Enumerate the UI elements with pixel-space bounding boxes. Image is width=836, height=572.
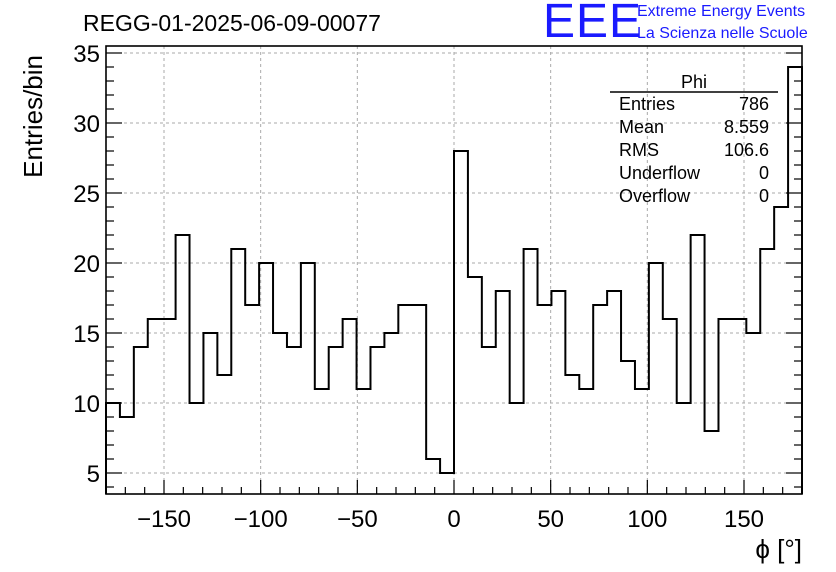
histogram-outline: [105, 66, 803, 494]
logo-line-1: Extreme Energy Events: [637, 3, 806, 20]
x-tick-label: −50: [337, 506, 378, 533]
x-tick-label: 150: [724, 506, 764, 533]
stats-box: Phi Entries 786 Mean 8.559 RMS 106.6 Underflow 0…: [610, 72, 778, 206]
axis-ticks: [105, 52, 803, 494]
stats-value: 786: [739, 94, 769, 114]
stats-label: RMS: [619, 140, 659, 160]
stats-label: Entries: [619, 94, 675, 114]
stats-label: Underflow: [619, 163, 701, 183]
y-tick-label: 30: [73, 111, 100, 138]
stats-value: 106.6: [724, 140, 769, 160]
stats-value: 0: [759, 163, 769, 183]
y-tick-label: 35: [73, 41, 100, 68]
y-tick-label: 15: [73, 321, 100, 348]
logo-line-2: La Scienza nelle Scuole: [637, 25, 808, 42]
x-tick-label: −100: [234, 506, 288, 533]
y-tick-label: 25: [73, 181, 100, 208]
eee-logo: EEE: [543, 0, 643, 48]
y-axis-label: Entries/bin: [18, 55, 48, 178]
y-tick-label: 20: [73, 251, 100, 278]
chart-title: REGG-01-2025-06-09-00077: [83, 10, 381, 36]
x-tick-label: 50: [537, 506, 564, 533]
x-tick-label: 100: [627, 506, 667, 533]
x-tick-label: −150: [137, 506, 191, 533]
y-tick-label: 5: [87, 461, 100, 488]
y-tick-label: 10: [73, 391, 100, 418]
stats-name: Phi: [681, 72, 707, 92]
x-axis-label: ϕ [°]: [755, 534, 802, 564]
stats-label: Overflow: [619, 186, 691, 206]
x-tick-label: 0: [447, 506, 460, 533]
stats-value: 0: [759, 186, 769, 206]
stats-label: Mean: [619, 117, 664, 137]
stats-value: 8.559: [724, 117, 769, 137]
